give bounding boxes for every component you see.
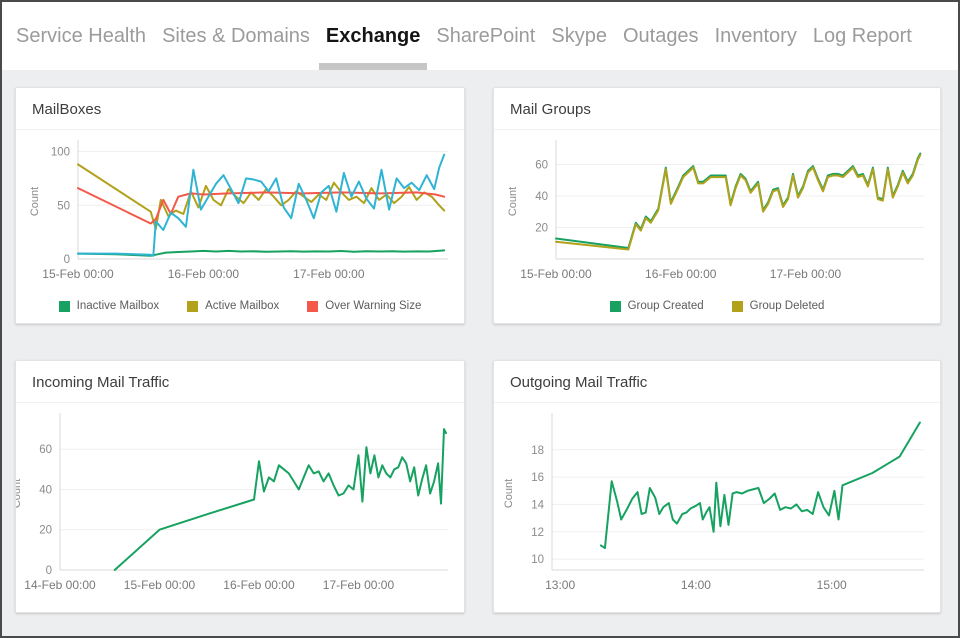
y-tick-label: 10 xyxy=(531,554,544,566)
mail-groups-chart: 20 40 60 15-Feb 00:00 16-Feb 00:00 17-Feb 00:… xyxy=(494,130,940,289)
series-line-group-created xyxy=(555,152,922,249)
series-line-group-deleted xyxy=(555,154,922,251)
chart-plot: 10 12 14 16 18 13:00 14:00 15:00 Count xyxy=(503,413,924,592)
legend-swatch xyxy=(187,300,199,312)
dashboard-content: MailBoxes 0 50 100 15-Feb 00:00 16-Feb 00:00… xyxy=(2,70,958,636)
tab-inventory[interactable]: Inventory xyxy=(714,24,797,47)
y-tick-label: 18 xyxy=(531,445,544,457)
x-tick-label: 16-Feb 00:00 xyxy=(168,267,240,281)
y-tick-label: 0 xyxy=(46,565,52,577)
y-tick-label: 50 xyxy=(57,200,70,212)
legend-item-active-mailbox[interactable]: Active Mailbox xyxy=(187,300,279,312)
chart-plot: 20 40 60 15-Feb 00:00 16-Feb 00:00 17-Feb 00:… xyxy=(507,140,924,281)
series-line-inactive-mailbox xyxy=(77,249,446,257)
x-tick-label: 17-Feb 00:00 xyxy=(323,578,395,592)
outgoing-mail-chart: 10 12 14 16 18 13:00 14:00 15:00 Count xyxy=(494,403,940,600)
panel-title: Outgoing Mail Traffic xyxy=(494,361,940,403)
y-tick-label: 16 xyxy=(531,472,544,484)
tab-sites-domains[interactable]: Sites & Domains xyxy=(162,24,310,47)
legend-item-inactive-mailbox[interactable]: Inactive Mailbox xyxy=(58,300,160,312)
legend-label: Group Created xyxy=(627,300,704,312)
x-tick-label: 14:00 xyxy=(681,578,711,592)
legend-label: Over Warning Size xyxy=(325,300,422,312)
y-tick-label: 0 xyxy=(64,254,70,266)
y-tick-label: 20 xyxy=(535,222,548,234)
x-tick-label: 17-Feb 00:00 xyxy=(770,267,842,281)
y-tick-label: 14 xyxy=(531,499,544,511)
y-tick-label: 60 xyxy=(535,159,548,171)
tab-sharepoint[interactable]: SharePoint xyxy=(436,24,536,47)
legend-label: Inactive Mailbox xyxy=(76,300,160,312)
series-line-incoming-mail xyxy=(113,428,447,571)
y-axis-title: Count xyxy=(29,187,41,216)
x-tick-label: 15-Feb 00:00 xyxy=(42,267,114,281)
y-tick-label: 60 xyxy=(39,444,52,456)
tab-skype[interactable]: Skype xyxy=(551,24,607,47)
panel-title: MailBoxes xyxy=(16,88,464,130)
chart-plot: 0 50 100 15-Feb 00:00 16-Feb 00:00 17-Feb 00:… xyxy=(29,140,448,281)
y-axis-title: Count xyxy=(16,479,23,508)
legend-swatch xyxy=(307,300,319,312)
mail-groups-legend: Group Created Group Deleted xyxy=(494,289,940,323)
panel-title: Incoming Mail Traffic xyxy=(16,361,464,403)
panel-mailboxes: MailBoxes 0 50 100 15-Feb 00:00 16-Feb 00:00… xyxy=(15,87,465,324)
series-line-over-warning-size xyxy=(77,187,446,225)
panel-outgoing-mail-traffic: Outgoing Mail Traffic 10 12 14 16 18 13:00 14:… xyxy=(493,360,941,613)
mailboxes-chart: 0 50 100 15-Feb 00:00 16-Feb 00:00 17-Feb 00:… xyxy=(16,130,464,289)
x-tick-label: 16-Feb 00:00 xyxy=(645,267,717,281)
y-axis-title: Count xyxy=(507,187,519,216)
series-line-outgoing-mail xyxy=(599,421,921,550)
tab-outages[interactable]: Outages xyxy=(622,24,699,47)
incoming-mail-chart: 0 20 40 60 14-Feb 00:00 15-Feb 00:00 16-Feb 00… xyxy=(16,403,464,600)
legend-swatch xyxy=(731,300,743,312)
x-tick-label: 16-Feb 00:00 xyxy=(223,578,295,592)
y-tick-label: 40 xyxy=(535,191,548,203)
tab-exchange[interactable]: Exchange xyxy=(318,2,428,70)
tab-log-report[interactable]: Log Report xyxy=(812,24,912,47)
legend-label: Active Mailbox xyxy=(205,300,280,312)
panel-title: Mail Groups xyxy=(494,88,940,130)
panel-mail-groups: Mail Groups 20 40 60 15-Feb 00:00 16-Feb 00:… xyxy=(493,87,941,324)
panel-incoming-mail-traffic: Incoming Mail Traffic 0 20 40 60 14-Feb 00:0… xyxy=(15,360,465,613)
legend-item-over-warning-size[interactable]: Over Warning Size xyxy=(307,300,421,312)
legend-item-group-deleted[interactable]: Group Deleted xyxy=(731,300,825,312)
tab-bar: Service Health Sites & Domains Exchange … xyxy=(2,2,958,70)
x-tick-label: 17-Feb 00:00 xyxy=(293,267,365,281)
legend-item-group-created[interactable]: Group Created xyxy=(609,300,704,312)
y-tick-label: 40 xyxy=(39,484,52,496)
tab-service-health[interactable]: Service Health xyxy=(16,24,147,47)
x-tick-label: 15:00 xyxy=(817,578,847,592)
legend-swatch xyxy=(609,300,621,312)
y-tick-label: 100 xyxy=(51,147,70,159)
y-tick-label: 20 xyxy=(39,525,52,537)
y-tick-label: 12 xyxy=(531,527,544,539)
x-tick-label: 13:00 xyxy=(545,578,575,592)
y-axis-title: Count xyxy=(503,479,515,508)
series-line xyxy=(77,153,446,257)
x-tick-label: 14-Feb 00:00 xyxy=(24,578,96,592)
x-tick-label: 15-Feb 00:00 xyxy=(124,578,196,592)
legend-swatch xyxy=(58,300,70,312)
legend-label: Group Deleted xyxy=(749,300,825,312)
chart-plot: 0 20 40 60 14-Feb 00:00 15-Feb 00:00 16-Feb 00… xyxy=(16,413,448,592)
mailboxes-legend: Inactive Mailbox Active Mailbox Over Warni… xyxy=(16,289,464,323)
series-line-active-mailbox xyxy=(77,163,446,230)
x-tick-label: 15-Feb 00:00 xyxy=(520,267,592,281)
